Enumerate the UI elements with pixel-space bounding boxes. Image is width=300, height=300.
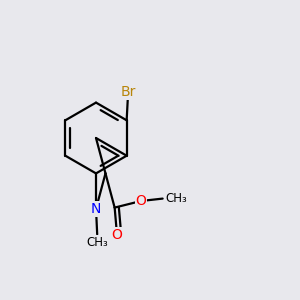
Text: N: N xyxy=(91,202,101,216)
Text: Br: Br xyxy=(121,85,136,99)
Text: O: O xyxy=(136,194,146,208)
Text: CH₃: CH₃ xyxy=(166,192,188,205)
Text: CH₃: CH₃ xyxy=(86,236,108,249)
Text: O: O xyxy=(112,228,122,242)
